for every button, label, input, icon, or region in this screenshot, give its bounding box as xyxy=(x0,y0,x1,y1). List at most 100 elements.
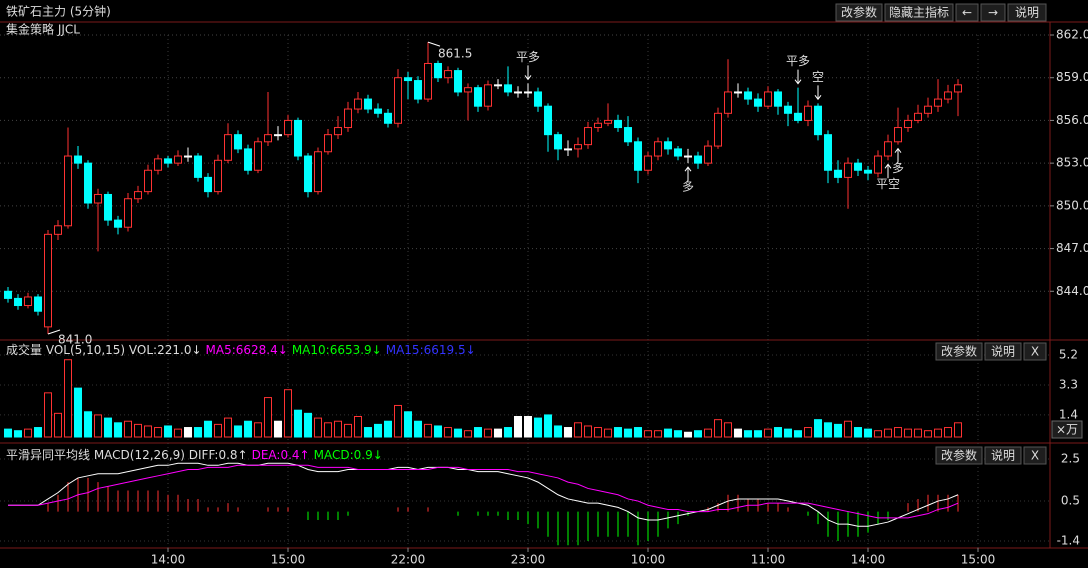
candle-body xyxy=(94,193,102,204)
volume-bar xyxy=(864,428,872,438)
candle-body xyxy=(944,91,952,100)
candle-body xyxy=(74,155,82,164)
volume-bar xyxy=(24,428,32,438)
candle-body xyxy=(464,87,472,93)
candle-body xyxy=(294,119,302,157)
candle-body xyxy=(534,91,542,107)
y-tick-label: -1.4 xyxy=(1057,534,1080,548)
button-label[interactable]: → xyxy=(988,6,998,20)
candle-body xyxy=(54,225,62,235)
candle-body xyxy=(44,233,52,328)
volume-bar xyxy=(674,430,682,438)
volume-bar xyxy=(284,389,292,438)
button[interactable] xyxy=(1023,342,1047,361)
volume-bar xyxy=(104,417,112,438)
candle-body xyxy=(694,155,702,164)
volume-bar xyxy=(904,428,912,438)
chart-title: 铁矿石主力 (5分钟) xyxy=(6,4,111,19)
signal-label: 平多 xyxy=(516,50,540,64)
volume-bar xyxy=(94,414,102,438)
volume-bar xyxy=(404,411,412,438)
button[interactable] xyxy=(835,3,883,22)
candle-body xyxy=(804,105,812,121)
volume-bar xyxy=(434,425,442,438)
volume-bar xyxy=(144,425,152,438)
button-label[interactable]: 隐藏主指标 xyxy=(889,5,949,20)
button[interactable] xyxy=(884,3,954,22)
candle-body xyxy=(424,62,432,100)
candle-body xyxy=(514,91,522,94)
y-tick-label: 850.0 xyxy=(1056,198,1088,212)
x-tick-label: 15:00 xyxy=(271,553,306,567)
candle-body xyxy=(244,148,252,171)
candle-body xyxy=(554,134,562,150)
candle-body xyxy=(434,62,442,79)
volume-bar xyxy=(134,423,142,438)
button-label[interactable]: X xyxy=(1031,449,1039,463)
candle-body xyxy=(404,77,412,82)
volume-bar xyxy=(834,423,842,438)
extreme-label: 861.5 xyxy=(438,47,472,61)
button-label[interactable]: ← xyxy=(962,6,972,20)
volume-bar xyxy=(74,387,82,438)
volume-bar xyxy=(894,427,902,438)
volume-bar xyxy=(664,428,672,438)
volume-bar xyxy=(324,422,332,438)
button-label[interactable]: 改参数 xyxy=(941,344,977,359)
volume-bar xyxy=(224,417,232,438)
signal-arrowhead xyxy=(894,147,902,153)
volume-bar xyxy=(184,427,192,438)
button[interactable] xyxy=(935,342,983,361)
button-label[interactable]: 说明 xyxy=(991,344,1015,359)
candle-body xyxy=(664,141,672,150)
volume-bar xyxy=(54,412,62,438)
volume-bar xyxy=(264,397,272,438)
candle-body xyxy=(744,91,752,100)
candle-body xyxy=(374,108,382,114)
button-label[interactable]: 说明 xyxy=(991,448,1015,463)
signal-label: 多 xyxy=(892,161,904,175)
candle-body xyxy=(874,155,882,174)
volume-bar xyxy=(554,425,562,438)
candle-body xyxy=(604,119,612,124)
candle-body xyxy=(724,91,732,114)
button[interactable] xyxy=(1023,446,1047,465)
button[interactable] xyxy=(984,342,1022,361)
button[interactable] xyxy=(980,3,1006,22)
volume-bar xyxy=(64,359,72,438)
volume-bar xyxy=(504,427,512,438)
dea-line xyxy=(8,464,959,519)
candle-body xyxy=(344,108,352,129)
candle-body xyxy=(564,148,572,151)
candle-body xyxy=(384,112,392,124)
button[interactable] xyxy=(935,446,983,465)
panel-borders xyxy=(0,21,1088,549)
header-part: MA5:6628.4↓ xyxy=(206,343,288,357)
candle-body xyxy=(394,77,402,124)
x-tick-label: 22:00 xyxy=(391,553,426,567)
button-label[interactable]: 改参数 xyxy=(941,448,977,463)
volume-bar xyxy=(464,430,472,438)
button[interactable] xyxy=(955,3,979,22)
candle-body xyxy=(314,151,322,193)
signal-arrowhead xyxy=(884,163,892,169)
candle-body xyxy=(494,84,502,87)
button-label[interactable]: X xyxy=(1031,345,1039,359)
candle-body xyxy=(354,98,362,110)
candle-body xyxy=(714,112,722,147)
volume-bar xyxy=(524,416,532,438)
button-label[interactable]: 说明 xyxy=(1015,5,1039,20)
header-part: MA15:6619.5↓ xyxy=(386,343,476,357)
candle-body xyxy=(784,105,792,114)
candle-body xyxy=(14,297,22,307)
candle-body xyxy=(954,84,962,93)
candle-body xyxy=(644,155,652,171)
candle-body xyxy=(934,98,942,107)
volume-bar xyxy=(944,427,952,438)
y-tick-label: 0.5 xyxy=(1061,494,1080,508)
volume-bar xyxy=(244,420,252,438)
button[interactable] xyxy=(984,446,1022,465)
button[interactable] xyxy=(1007,3,1047,22)
button-label[interactable]: 改参数 xyxy=(841,5,877,20)
volume-bar xyxy=(334,420,342,438)
